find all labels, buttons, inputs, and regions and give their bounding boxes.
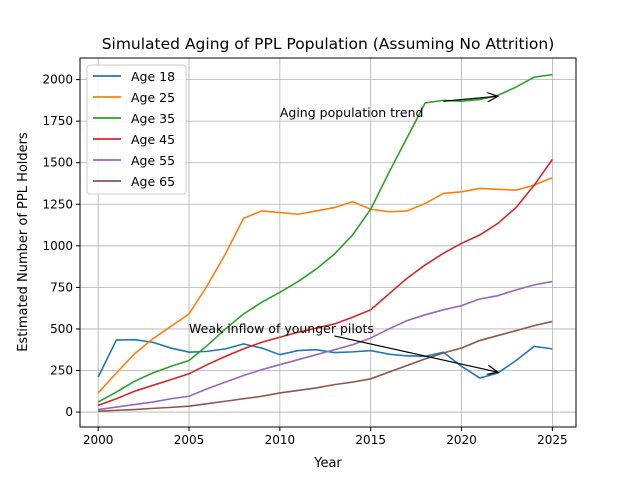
annotation-arrow: [334, 335, 498, 372]
x-tick-label: 2005: [174, 433, 205, 447]
x-tick-label: 2010: [265, 433, 296, 447]
series-lines: [97, 73, 554, 413]
x-tick-label: 2020: [446, 433, 477, 447]
annotation-text: Aging population trend: [280, 105, 424, 120]
legend-label: Age 45: [131, 132, 175, 147]
y-tick-label: 1750: [42, 114, 73, 128]
x-axis-label: Year: [313, 456, 342, 471]
series-line-age-35: [97, 73, 553, 403]
x-tick-label: 2000: [83, 433, 114, 447]
legend-label: Age 18: [131, 69, 175, 84]
series-line-age-18: [97, 338, 553, 379]
series-line-age-65: [98, 320, 553, 413]
y-tick-label: 2000: [42, 73, 73, 87]
series-line-age-55: [98, 280, 553, 411]
series-line-age-25: [97, 176, 553, 394]
annotations: Aging population trend Weak inflow of you…: [189, 96, 498, 372]
legend-label: Age 25: [131, 90, 175, 105]
y-tick-label: 1250: [42, 197, 73, 211]
legend: Age 18 Age 25 Age 35 Age 45 Age 55 Age 65: [86, 64, 187, 195]
y-tick-label: 1000: [42, 239, 73, 253]
annotation-text: Weak inflow of younger pilots: [189, 321, 374, 336]
series-line-age-45: [97, 158, 554, 407]
x-tick-label: 2025: [537, 433, 568, 447]
legend-label: Age 55: [131, 153, 175, 168]
y-tick-label: 750: [50, 280, 73, 294]
plot-frame: [79, 57, 577, 428]
y-tick-label: 0: [65, 405, 73, 419]
axis-ticks: 2000 2005 2010 2015 2020 2025 0 250 500 750 1000 12…: [42, 73, 567, 447]
x-tick-label: 2015: [355, 433, 386, 447]
chart-title: Simulated Aging of PPL Population (Assum…: [102, 35, 555, 53]
y-tick-label: 1500: [42, 156, 73, 170]
y-tick-label: 500: [50, 322, 73, 336]
legend-label: Age 65: [131, 174, 175, 189]
y-tick-label: 250: [50, 363, 73, 377]
annotation-arrow: [443, 96, 498, 101]
y-axis-label: Estimated Number of PPL Holders: [16, 132, 31, 352]
legend-label: Age 35: [131, 111, 175, 126]
